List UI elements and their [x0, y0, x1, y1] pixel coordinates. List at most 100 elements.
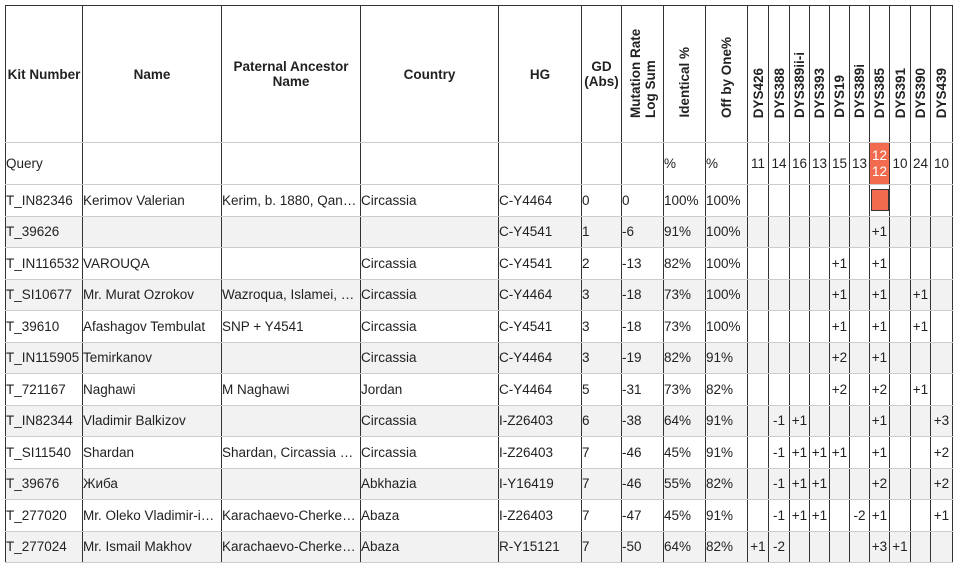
- cell: C-Y4541: [498, 247, 582, 280]
- cell: -46: [621, 436, 664, 469]
- column-header: HG: [498, 5, 582, 143]
- cell: +1: [829, 310, 850, 343]
- cell: +1: [889, 530, 911, 563]
- column-header: Kit Number: [5, 5, 83, 143]
- cell: [82, 215, 222, 248]
- cell: I-Z26403: [498, 499, 582, 532]
- cell: +1: [789, 436, 810, 469]
- cell: [747, 278, 769, 311]
- cell: +1: [869, 499, 890, 532]
- cell: %: [663, 142, 706, 185]
- cell: +1: [809, 436, 830, 469]
- cell: R-Y15121: [498, 530, 582, 563]
- cell: T_IN115905: [5, 341, 83, 374]
- cell: -13: [621, 247, 664, 280]
- cell: [910, 530, 931, 563]
- cell: [849, 278, 870, 311]
- cell: [930, 184, 953, 217]
- cell: [829, 215, 850, 248]
- cell: Jordan: [360, 373, 499, 406]
- cell: 45%: [663, 436, 706, 469]
- header-text: DYS389ii-i: [792, 51, 807, 118]
- cell: T_39626: [5, 215, 83, 248]
- cell: Temirkanov: [82, 341, 222, 374]
- cell: 13: [849, 142, 870, 185]
- cell: 5: [581, 373, 622, 406]
- cell: [747, 404, 769, 437]
- cell: Kerimov Valerian: [82, 184, 222, 217]
- cell: 73%: [663, 310, 706, 343]
- cell: +2: [829, 373, 850, 406]
- header-text: DYS391: [892, 67, 908, 118]
- cell: [849, 184, 870, 217]
- cell: Жиба: [82, 467, 222, 500]
- results-table: Kit Number Name Paternal Ancestor Name Coun…: [5, 5, 953, 563]
- data-row: T_39626 C-Y4541 1 -6 91% 100% +1: [5, 215, 953, 248]
- cell: 3: [581, 278, 622, 311]
- cell: [910, 404, 931, 437]
- cell: T_IN82346: [5, 184, 83, 217]
- cell: +1: [910, 278, 931, 311]
- cell: [221, 142, 361, 185]
- header-row: Kit Number Name Paternal Ancestor Name Coun…: [5, 5, 953, 143]
- header-text: DYS426: [750, 67, 766, 118]
- cell: 13: [809, 142, 830, 185]
- cell: [930, 373, 953, 406]
- cell: [581, 142, 622, 185]
- cell: Circassia: [360, 278, 499, 311]
- cell: Karachaevo-Cherke…: [221, 499, 361, 532]
- cell: %: [705, 142, 748, 185]
- cell: 55%: [663, 467, 706, 500]
- cell: -50: [621, 530, 664, 563]
- cell: [747, 215, 769, 248]
- cell: 6: [581, 404, 622, 437]
- cell: [747, 184, 769, 217]
- cell: [768, 184, 790, 217]
- cell: [747, 310, 769, 343]
- cell: +1: [789, 499, 810, 532]
- column-header: DYS390: [910, 5, 931, 143]
- cell: 3: [581, 310, 622, 343]
- column-header: Off by One%: [705, 5, 748, 143]
- cell: [789, 184, 810, 217]
- data-row: T_IN82344 Vladimir Balkizov Circassia I-Z26…: [5, 404, 953, 437]
- cell: [789, 278, 810, 311]
- cell: [221, 467, 361, 500]
- cell: [889, 184, 911, 217]
- cell: Abaza: [360, 530, 499, 563]
- data-row: T_721167 Naghawi M Naghawi Jordan C-Y4464 5 -3…: [5, 373, 953, 406]
- cell: 73%: [663, 373, 706, 406]
- cell: +1: [930, 499, 953, 532]
- cell: [789, 341, 810, 374]
- cell: [747, 247, 769, 280]
- cell: +1: [747, 530, 769, 563]
- cell: [829, 184, 850, 217]
- cell: +2: [869, 373, 890, 406]
- cell: +2: [930, 467, 953, 500]
- cell: [889, 373, 911, 406]
- cell: C-Y4464: [498, 341, 582, 374]
- cell: 16: [789, 142, 810, 185]
- cell: Query: [5, 142, 83, 185]
- cell: +1: [829, 436, 850, 469]
- cell: 82%: [663, 341, 706, 374]
- cell: T_SI11540: [5, 436, 83, 469]
- cell: [849, 530, 870, 563]
- cell: Circassia: [360, 404, 499, 437]
- header-text: Off by One%: [719, 36, 734, 118]
- cell: +1: [869, 341, 890, 374]
- column-header: Country: [360, 5, 499, 143]
- cell: Naghawi: [82, 373, 222, 406]
- cell: T_721167: [5, 373, 83, 406]
- cell: 100%: [705, 310, 748, 343]
- cell: 73%: [663, 278, 706, 311]
- cell: -38: [621, 404, 664, 437]
- cell: -6: [621, 215, 664, 248]
- cell: +1: [869, 404, 890, 437]
- cell: [889, 310, 911, 343]
- cell: -31: [621, 373, 664, 406]
- cell: [789, 247, 810, 280]
- cell: [849, 373, 870, 406]
- data-row: T_IN115905 Temirkanov Circassia C-Y4464 3 -19…: [5, 341, 953, 374]
